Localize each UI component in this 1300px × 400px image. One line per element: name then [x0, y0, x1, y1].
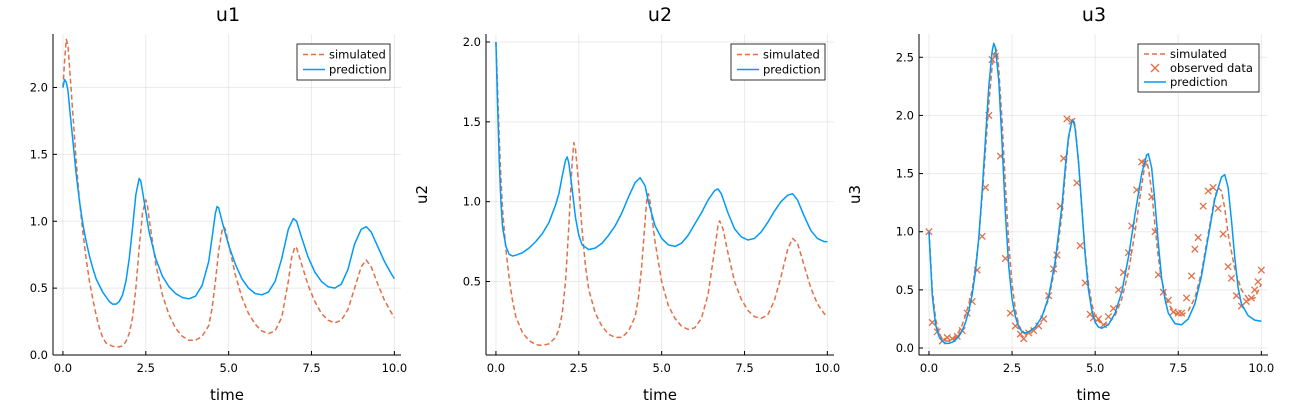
legend-label-prediction: prediction: [763, 63, 821, 77]
y-tick-label: 0.5: [463, 275, 481, 289]
x-tick-label: 0.0: [920, 361, 938, 375]
x-tick-label: 10.0: [382, 361, 408, 375]
panel-u1: 0.0 2.5 5.0 7.5 10.0 0.0 0.5 1.0 1.5 2.0 u1 time sim…: [30, 4, 407, 400]
data-point: [981, 183, 990, 192]
data-point: [1187, 272, 1196, 280]
legend-label-observed-data: observed data: [1170, 61, 1253, 75]
data-point: [1219, 230, 1227, 238]
y-tick-label: 1.5: [896, 167, 914, 181]
data-point: [1254, 278, 1262, 286]
data-point: [1191, 245, 1199, 253]
x-tick-label: 10.0: [815, 361, 841, 375]
legend-label-prediction: prediction: [329, 63, 387, 77]
data-point: [1094, 315, 1103, 323]
x-tick-label: 0.0: [487, 361, 505, 375]
y-axis-label: u3: [846, 185, 864, 204]
data-point: [1251, 286, 1259, 294]
y-axis-label: u2: [413, 185, 431, 204]
chart-title: u1: [216, 4, 240, 26]
data-point: [1227, 274, 1236, 282]
series-line-prediction: [495, 41, 828, 257]
data-point: [1073, 179, 1081, 187]
data-point: [991, 52, 1000, 60]
series-observed-data: [925, 52, 1266, 345]
x-tick-label: 2.5: [1003, 361, 1021, 375]
x-axis-label: time: [1077, 386, 1111, 400]
data-point: [1076, 242, 1084, 250]
data-point: [1020, 335, 1028, 343]
data-point: [1104, 312, 1113, 321]
x-tick-label: 5.0: [653, 361, 671, 375]
y-tick-label: 1.5: [463, 115, 481, 129]
data-point: [1194, 233, 1202, 242]
legend-box: [296, 43, 391, 81]
data-point: [1204, 187, 1212, 195]
data-point: [1174, 309, 1182, 317]
legend-label-simulated: simulated: [1170, 47, 1227, 61]
plot-area: [495, 41, 828, 347]
legend-label-prediction: prediction: [1170, 75, 1228, 89]
panel-u3: 0.0 2.5 5.0 7.5 10.0 0.0 0.5 1.0 1.5 2.0 2.5 u3 time…: [846, 4, 1274, 400]
legend-label-simulated: simulated: [329, 48, 386, 62]
x-axis-label: time: [210, 386, 244, 400]
data-point: [978, 232, 986, 241]
plot-area: [925, 42, 1266, 345]
panel-u2: 0.0 2.5 5.0 7.5 10.0 0.5 1.0 1.5 2.0 u2 time u2 simu…: [413, 4, 840, 400]
chart-title: u3: [1082, 4, 1106, 26]
x-tick-label: 5.0: [220, 361, 238, 375]
y-tick-label: 1.0: [463, 195, 481, 209]
x-tick-label: 2.5: [570, 361, 588, 375]
y-tick-label: 2.5: [896, 50, 914, 64]
data-point: [1224, 262, 1232, 271]
y-tick-label: 2.0: [896, 108, 914, 122]
data-point: [1209, 183, 1217, 192]
series-line-simulated: [495, 41, 828, 347]
chart-title: u2: [648, 4, 672, 26]
y-tick-label: 1.5: [30, 147, 48, 161]
y-tick-label: 1.0: [896, 225, 914, 239]
data-point: [1114, 286, 1123, 294]
y-tick-label: 0.5: [896, 283, 914, 297]
data-point: [1006, 309, 1015, 317]
legend-marker-observed-data: [1150, 63, 1160, 73]
y-tick-label: 0.5: [30, 281, 48, 295]
data-point: [1053, 251, 1061, 259]
x-tick-label: 2.5: [137, 361, 155, 375]
series-line-simulated: [928, 47, 1263, 342]
x-tick-label: 5.0: [1086, 361, 1104, 375]
y-tick-label: 0.0: [30, 348, 48, 362]
legend-label-simulated: simulated: [763, 48, 820, 62]
data-point: [1242, 297, 1251, 306]
y-tick-label: 2.0: [30, 81, 48, 95]
plot-area: [62, 38, 396, 348]
y-tick-label: 2.0: [463, 35, 481, 49]
y-tick-label: 0.0: [896, 341, 914, 355]
data-point: [1199, 202, 1207, 210]
data-point: [1182, 294, 1191, 302]
legend-box: [730, 43, 826, 81]
series-line-prediction: [928, 42, 1262, 345]
data-point: [1214, 204, 1222, 213]
x-axis-label: time: [643, 386, 677, 400]
x-tick-label: 7.5: [735, 361, 753, 375]
data-point: [1257, 266, 1266, 274]
data-point: [1177, 309, 1186, 317]
data-point: [1247, 294, 1256, 302]
data-point: [1034, 322, 1043, 330]
x-tick-label: 10.0: [1249, 361, 1275, 375]
series-line-prediction: [62, 78, 396, 305]
y-tick-label: 1.0: [30, 214, 48, 228]
legend-box: [1137, 43, 1260, 93]
x-tick-label: 7.5: [302, 361, 320, 375]
x-tick-label: 7.5: [1169, 361, 1187, 375]
x-tick-label: 0.0: [54, 361, 72, 375]
data-point: [925, 228, 933, 236]
data-point: [1063, 115, 1071, 123]
